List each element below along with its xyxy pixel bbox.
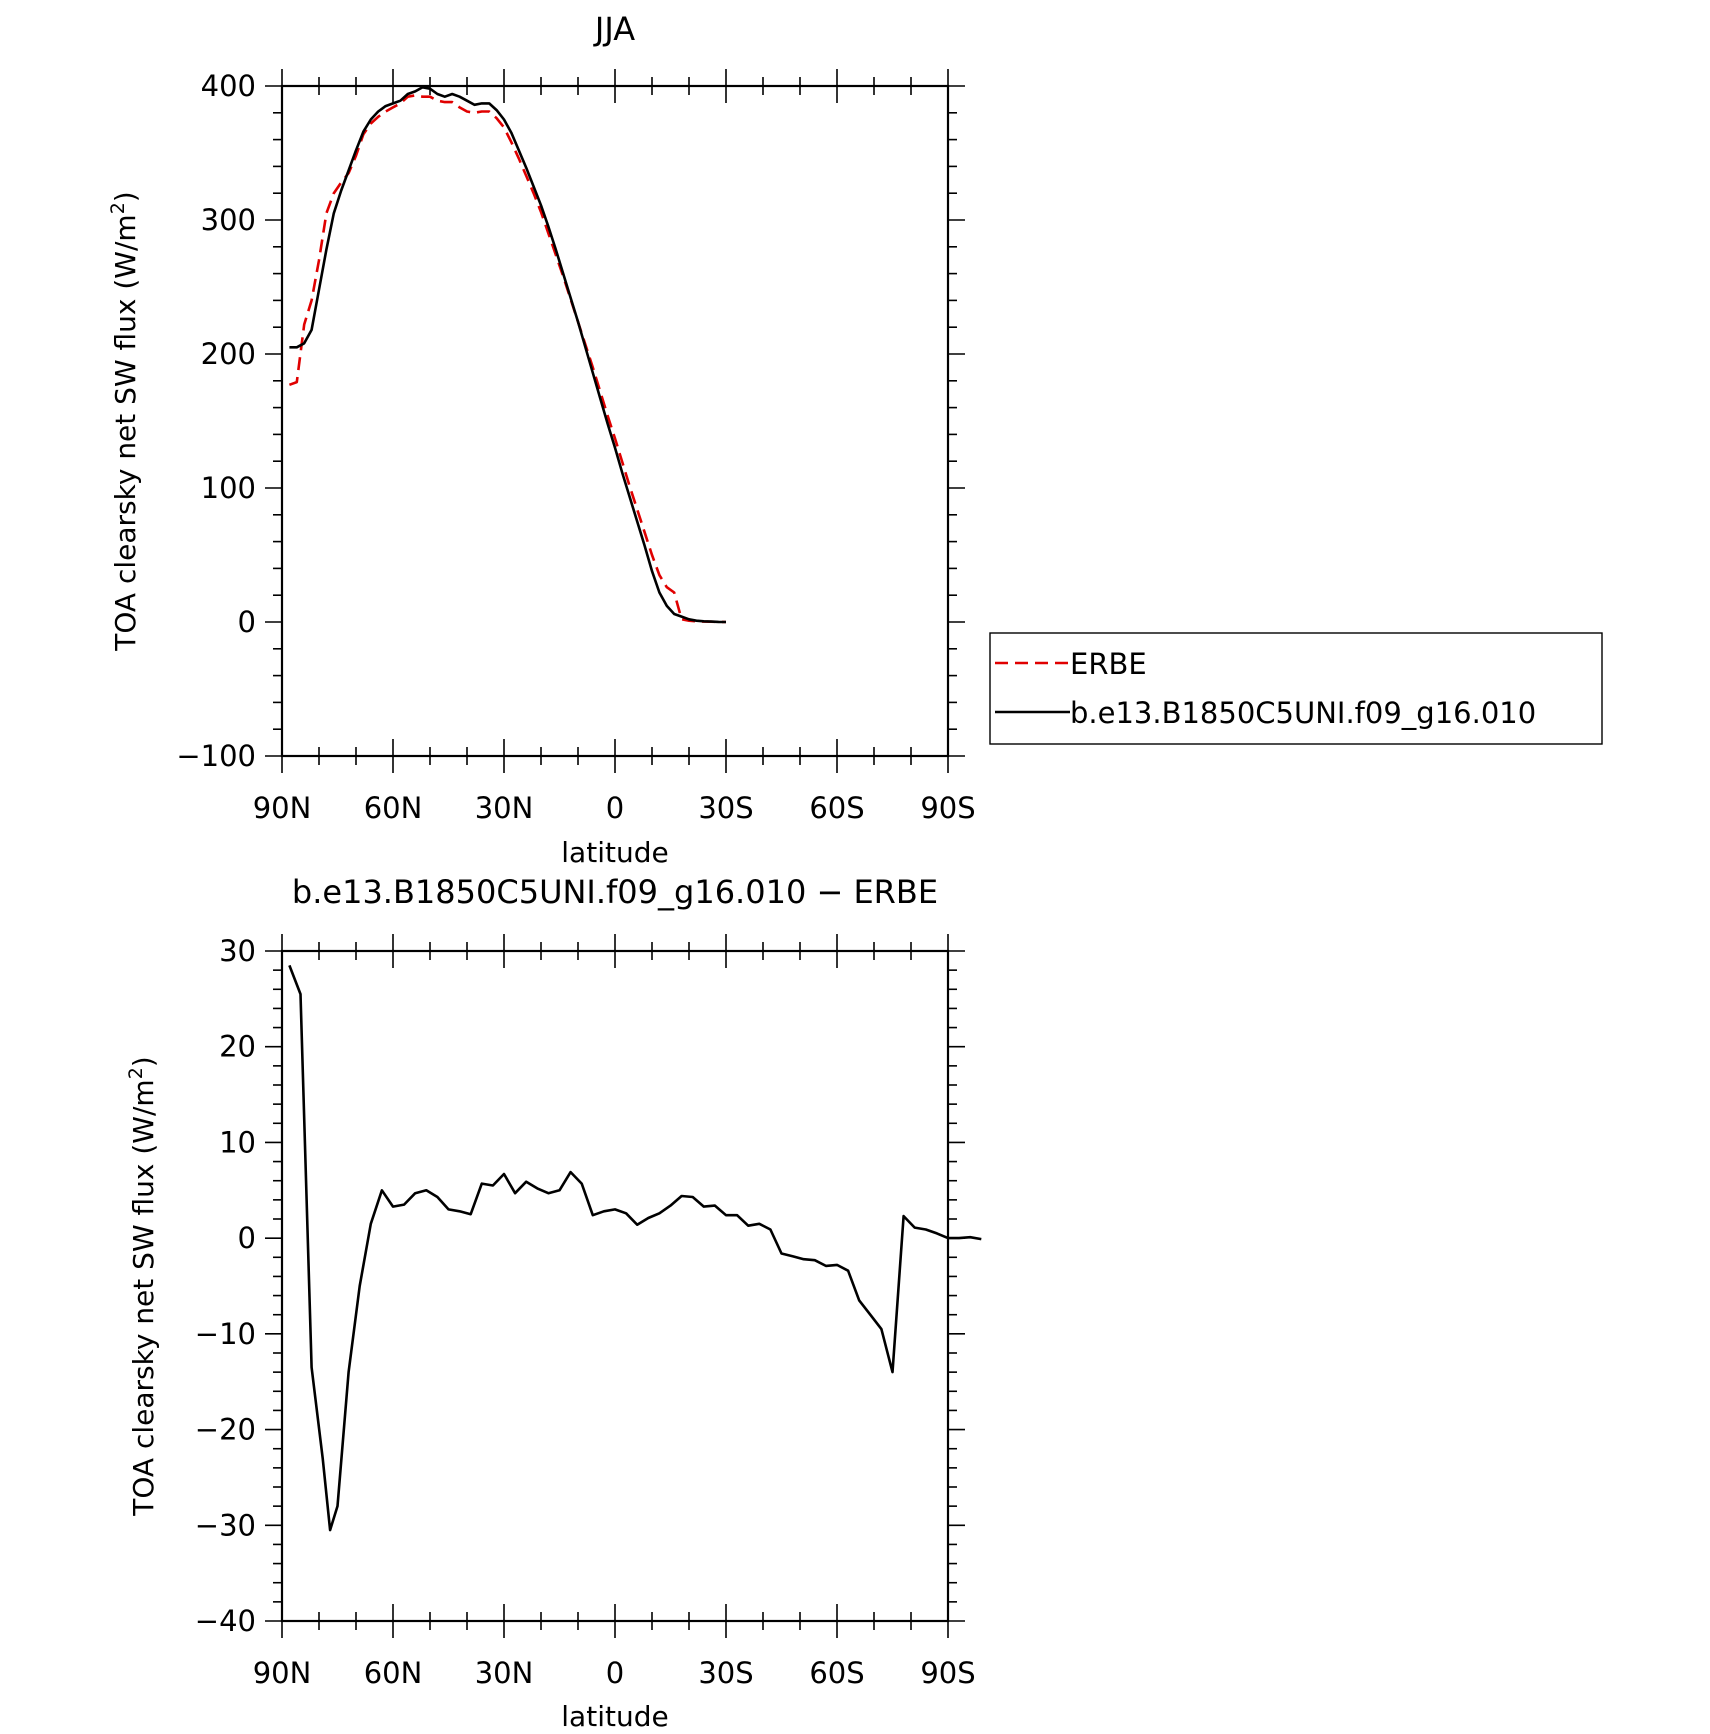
y-axis-label-close: ) [109,191,142,202]
bottom-chart: 90N 60N 30N 0 30S 60S 90S −40 −30 −20 −10 0 10 20 30 b.… [125,873,982,1733]
x-tick-label: 60S [809,791,864,825]
legend-box [989,632,1603,745]
x-tick-label: 0 [606,1656,624,1690]
y-tick-label: −10 [195,1317,256,1351]
legend: ERBE b.e13.B1850C5UNI.f09_g16.010 [989,632,1603,745]
legend-label-1: b.e13.B1850C5UNI.f09_g16.010 [1070,696,1536,730]
y-tick-label: 10 [219,1125,256,1159]
x-axis-label: latitude [561,1700,668,1733]
legend-label-0: ERBE [1070,647,1147,681]
series-line-1 [289,86,727,624]
y-axis-label-main: TOA clearsky net SW flux (W/m [127,1079,160,1516]
x-tick-label: 90S [920,791,975,825]
x-tick-label: 60N [364,1656,423,1690]
x-axis-label: latitude [561,836,668,869]
y-axis-label-main: TOA clearsky net SW flux (W/m [109,214,142,651]
y-axis-label-close: ) [127,1056,160,1067]
y-axis-label: TOA clearsky net SW flux (W/m2) [125,1056,160,1516]
y-tick-label: 400 [201,69,256,103]
y-tick-label: −100 [176,739,256,773]
y-tick-label: −40 [195,1604,256,1638]
x-tick-label: 90N [253,791,312,825]
y-tick-label: 200 [201,337,256,371]
y-tick-label: 0 [238,605,256,639]
series-line-0 [288,964,982,1532]
plot-frame [280,84,950,758]
top-chart: 90N 60N 30N 0 30S 60S 90S −100 0 100 200 300 400 JJA l… [107,10,1603,869]
x-tick-label: 30S [698,791,753,825]
x-tick-label: 90S [920,1656,975,1690]
x-tick-label: 60S [809,1656,864,1690]
plot-frame [280,949,950,1623]
x-tick-label: 30N [475,1656,534,1690]
x-tick-label: 60N [364,791,423,825]
y-tick-label: 0 [238,1221,256,1255]
y-tick-label: 300 [201,203,256,237]
chart-title: JJA [593,10,635,48]
y-tick-label: −20 [195,1413,256,1447]
y-tick-label: 100 [201,471,256,505]
y-axis-label-superscript: 2 [125,1067,147,1079]
y-tick-label: −30 [195,1508,256,1542]
y-axis-label: TOA clearsky net SW flux (W/m2) [107,191,142,651]
series-line-0 [288,94,727,624]
x-tick-label: 30N [475,791,534,825]
x-tick-label: 0 [606,791,624,825]
x-tick-label: 90N [253,1656,312,1690]
y-tick-label: 30 [219,934,256,968]
y-axis-label-superscript: 2 [107,202,129,214]
y-tick-label: 20 [219,1030,256,1064]
chart-title: b.e13.B1850C5UNI.f09_g16.010 − ERBE [292,873,938,911]
x-tick-label: 30S [698,1656,753,1690]
